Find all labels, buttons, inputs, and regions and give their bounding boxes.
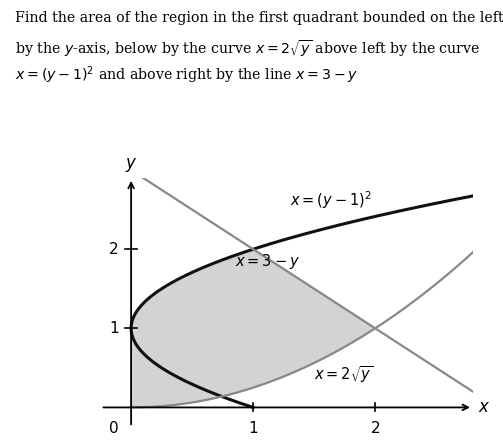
Text: $y$: $y$ — [125, 156, 137, 174]
Text: $x = (y - 1)^2$: $x = (y - 1)^2$ — [290, 189, 372, 211]
Text: Find the area of the region in the first quadrant bounded on the left: Find the area of the region in the first… — [15, 11, 503, 25]
Text: 1: 1 — [109, 321, 119, 336]
Text: 1: 1 — [248, 421, 258, 436]
Polygon shape — [131, 249, 375, 408]
Text: 0: 0 — [109, 421, 119, 436]
Text: by the $y$-axis, below by the curve $x = 2\sqrt{y}$ above left by the curve: by the $y$-axis, below by the curve $x =… — [15, 38, 480, 59]
Text: $x$: $x$ — [478, 398, 490, 417]
Text: $x = (y - 1)^2$ and above right by the line $x = 3 - y$: $x = (y - 1)^2$ and above right by the l… — [15, 65, 358, 86]
Text: 2: 2 — [370, 421, 380, 436]
Text: 2: 2 — [109, 242, 119, 257]
Text: $x = 2\sqrt{y}$: $x = 2\sqrt{y}$ — [314, 364, 374, 384]
Text: $x = 3 - y$: $x = 3 - y$ — [235, 251, 300, 271]
